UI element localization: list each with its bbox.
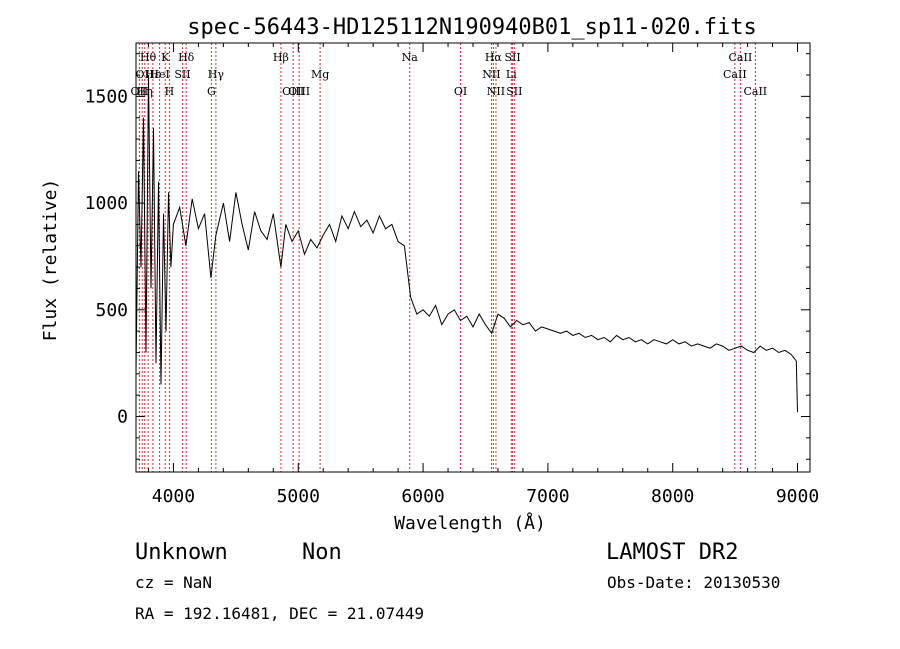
x-axis-label: Wavelength (Å) [394,512,546,534]
chart-title: spec-56443-HD125112N190940B01_sp11-020.f… [187,15,757,40]
spectral-line-label: Hβ [273,51,289,64]
marker-lines [138,43,756,472]
survey-label: LAMOST DR2 [606,540,738,565]
spectral-line-label: Na [402,51,419,64]
spectral-line-label: CaII [729,51,753,64]
y-tick-label: 500 [95,300,128,321]
y-tick-label: 1500 [85,86,128,107]
y-tick-label: 1000 [85,193,128,214]
spectral-line-label: Hε [145,68,161,81]
spectral-line-label: SII [506,85,522,98]
spectral-line-label: SII [504,51,520,64]
spectral-line-label: OI [454,85,467,98]
spectral-line-label: OI [136,68,149,81]
spectral-line-label: Hγ [208,68,225,81]
spectral-line-label: H [165,85,175,98]
x-tick-label: 4000 [152,486,195,507]
coords-label: RA = 192.16481, DEC = 21.07449 [135,604,424,623]
x-tick-label: 6000 [401,486,444,507]
spectral-line-label: SII [174,68,190,81]
spectral-line-label: NII [482,68,500,81]
spectrum-line [135,74,798,413]
spectral-line-label: HeI [149,68,169,81]
x-tick-label: 5000 [277,486,320,507]
spectral-line-label: Hθ [140,51,157,64]
spectral-line-label: Hα [485,51,503,64]
plot-frame [135,42,811,473]
subclass-label: Non [302,540,342,565]
spectral-line-label: K [161,51,170,64]
spectral-line-label: G [207,85,216,98]
spectral-line-label: CaII [743,85,767,98]
x-tick-label: 9000 [776,486,819,507]
y-axis-label: Flux (relative) [40,179,61,342]
spectral-line-label: Mg [311,68,329,81]
x-axis: 4000 5000 6000 7000 8000 9000 [147,43,819,507]
spectral-line-label: CaII [723,68,747,81]
spectral-line-label: OIII [282,85,304,98]
y-tick-label: 0 [117,407,128,428]
y-axis: 0 500 1000 1500 [85,53,810,460]
obs-date-label: Obs-Date: 20130530 [607,573,780,592]
cz-label: cz = NaN [135,573,212,592]
spectral-line-label: Li [506,68,517,81]
marker-labels: OIIOIHηHθHεHeIKHSIIHδGHγHβOIIIOIIIMgNaOI… [131,51,768,98]
class-label: Unknown [135,540,228,565]
spectral-line-label: NII [487,85,505,98]
x-tick-label: 8000 [651,486,694,507]
spectral-line-label: OII [131,85,149,98]
spectral-line-label: Hδ [178,51,195,64]
x-tick-label: 7000 [526,486,569,507]
spectral-line-label: OIII [288,85,310,98]
